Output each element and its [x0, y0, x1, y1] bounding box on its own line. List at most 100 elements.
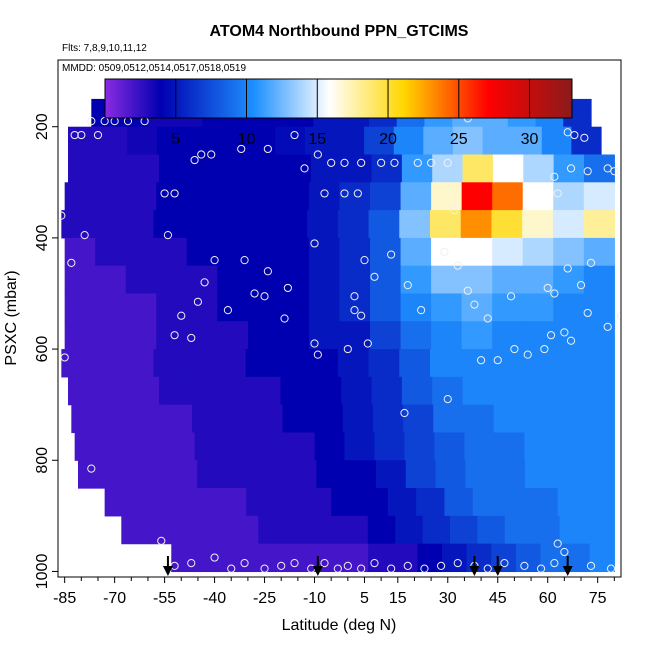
heatmap-cell	[278, 182, 310, 211]
observation-point	[163, 231, 173, 240]
heatmap-cell	[368, 210, 400, 239]
heatmap-cell	[400, 237, 432, 267]
heatmap-cell	[370, 321, 402, 350]
heatmap-cell	[554, 432, 585, 461]
observation-point	[250, 289, 259, 298]
heatmap-cell	[482, 126, 513, 156]
heatmap-cell	[127, 126, 158, 156]
observation-point	[357, 158, 366, 167]
heatmap-cell	[276, 210, 308, 239]
heatmap-cell	[494, 432, 525, 461]
observation-point	[387, 250, 396, 259]
observation-point	[520, 561, 529, 570]
heatmap-cell	[214, 349, 247, 378]
heatmap-cell	[431, 321, 463, 350]
dates-subtitle: MMDD: 0509,0512,0514,0517,0518,0519	[62, 63, 246, 74]
heatmap-cell	[256, 460, 288, 489]
observation-point	[400, 408, 409, 418]
heatmap-cell	[492, 154, 524, 183]
heatmap-cell	[252, 404, 284, 434]
observation-point	[583, 167, 592, 176]
x-tick-label: 30	[439, 590, 457, 607]
heatmap-cell	[104, 432, 136, 461]
heatmap-cell	[254, 432, 286, 461]
heatmap-cell	[159, 376, 191, 406]
heatmap-cell	[492, 237, 524, 267]
x-tick-label: -70	[103, 590, 126, 607]
heatmap-cell	[125, 237, 157, 267]
heatmap-cell	[553, 321, 585, 350]
heatmap-cell	[104, 488, 134, 517]
observation-point	[77, 130, 86, 140]
heatmap-cell	[308, 182, 341, 211]
heatmap-cell	[217, 237, 249, 267]
observation-point	[553, 189, 562, 198]
heatmap-cell	[583, 376, 615, 406]
observation-point	[483, 564, 492, 573]
observation-point	[87, 117, 96, 126]
observation-point	[313, 350, 322, 359]
heatmap-cell	[217, 293, 249, 322]
observation-point	[227, 564, 236, 573]
heatmap-cell	[492, 182, 524, 211]
heatmap-cell	[222, 404, 253, 434]
observation-point	[570, 130, 579, 140]
heatmap-cell	[284, 432, 316, 461]
heatmap-cell	[400, 182, 432, 211]
observation-point	[563, 264, 572, 273]
heatmap-cell	[282, 404, 314, 434]
heatmap-cell	[186, 293, 218, 322]
heatmap-cell	[583, 237, 615, 267]
heatmap-cell	[371, 154, 403, 183]
x-tick-label: -85	[53, 590, 76, 607]
heatmap-cell	[128, 376, 160, 406]
observation-point	[283, 283, 292, 293]
heatmap-cell	[74, 432, 106, 461]
heatmap-cell	[67, 126, 99, 156]
heatmap-cell	[492, 321, 524, 350]
y-tick-label: 1000	[34, 554, 51, 590]
colorbar-frame	[104, 78, 573, 119]
heatmap-cell	[553, 376, 585, 406]
heatmap-cell	[432, 376, 464, 406]
x-tick-label: -10	[303, 590, 326, 607]
heatmap-cell	[523, 376, 555, 406]
heatmap-cell	[250, 154, 282, 183]
heatmap-cell	[156, 293, 188, 322]
heatmap-cell	[95, 237, 127, 267]
heatmap-cell	[247, 237, 280, 267]
observation-point	[390, 158, 399, 167]
heatmap-cell	[460, 349, 493, 378]
observation-point	[583, 308, 592, 318]
profile-markers	[162, 556, 573, 576]
heatmap-cell	[522, 237, 554, 267]
heatmap-cell	[92, 210, 124, 239]
heatmap-cell	[492, 265, 524, 295]
observation-point	[240, 256, 249, 265]
heatmap-cell	[464, 432, 496, 461]
observation-point	[546, 331, 556, 340]
observation-point	[187, 333, 196, 343]
heatmap-cell	[302, 488, 332, 517]
heatmap-cell	[131, 404, 163, 434]
heatmap-cell	[557, 488, 587, 517]
heatmap-cell	[584, 460, 615, 489]
heatmap-cell	[278, 293, 310, 322]
heatmap-cell	[372, 404, 404, 434]
heatmap-cell	[280, 376, 312, 406]
heatmap-cell	[307, 210, 339, 239]
observation-point	[207, 150, 216, 159]
observation-point	[357, 311, 366, 320]
heatmap-cell	[423, 126, 454, 156]
heatmap-cell	[214, 210, 247, 239]
heatmap-cell	[522, 182, 554, 211]
colorbar: 5 10 15 20 25 30	[104, 78, 573, 148]
heatmap-cell	[95, 182, 127, 211]
heatmap-cell	[462, 154, 494, 183]
observation-points	[58, 114, 621, 573]
heatmap-cell	[491, 210, 523, 239]
observation-point	[563, 128, 572, 137]
observation-point	[197, 150, 206, 159]
